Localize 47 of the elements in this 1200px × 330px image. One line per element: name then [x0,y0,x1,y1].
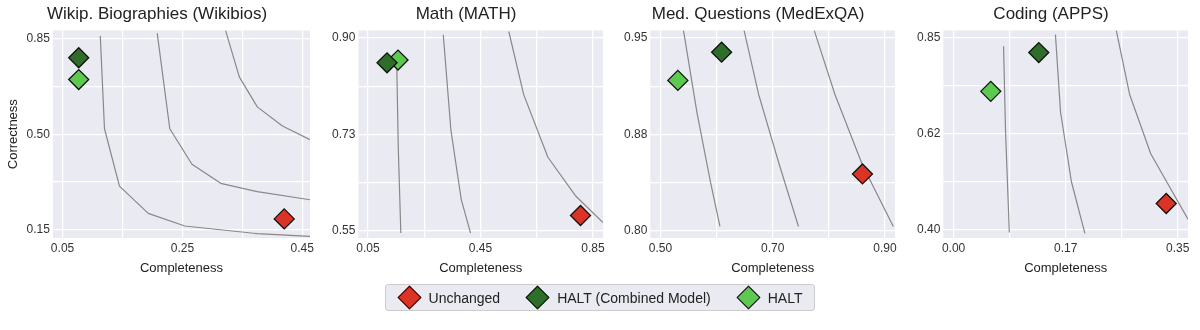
x-axis-title: Completeness [1024,259,1108,275]
point [980,80,1002,103]
legend-label: Unchanged [428,289,501,306]
x-axis-title: Completeness [731,259,816,275]
x-tick-label: 0.35 [1166,240,1190,255]
y-tick-label: 0.62 [916,126,941,141]
x-tick-label: 0.25 [170,240,195,255]
x-tick-label: 0.50 [649,240,673,255]
x-axis-title: Completeness [438,259,523,275]
x-tick-label: 0.00 [941,240,966,255]
y-tick-label: 0.88 [624,126,648,141]
point [273,208,295,230]
y-tick-label: 0.50 [26,126,51,141]
x-tick-label: 0.05 [50,240,75,255]
y-tick-label: 0.90 [331,30,356,45]
point [1028,41,1050,64]
chart-title: Coding (APPS) [993,3,1109,23]
x-tick-label: 0.70 [761,240,785,255]
y-tick-label: 0.80 [624,222,648,237]
x-tick-label: 0.45 [290,240,315,255]
chart-title: Math (MATH) [415,3,517,23]
y-tick-label: 0.85 [916,30,941,45]
point [569,204,591,227]
point [711,41,733,63]
y-tick-label: 0.40 [916,222,941,237]
chart-title: Wikip. Biographies (Wikibios) [46,3,268,23]
y-tick-label: 0.73 [331,126,356,141]
y-tick-label: 0.85 [26,30,51,45]
point [68,68,90,91]
x-tick-label: 0.90 [873,240,898,255]
point [1155,192,1177,215]
x-axis-title: Completeness [139,259,224,275]
legend-label: HALT [767,289,803,306]
point [376,52,398,74]
y-axis-title: Correctness [5,98,21,170]
point [68,47,90,69]
x-tick-label: 0.05 [355,240,380,255]
x-tick-label: 0.45 [468,240,493,255]
point [667,69,689,92]
x-tick-label: 0.17 [1053,240,1078,255]
y-tick-label: 0.15 [26,222,51,237]
chart-title: Med. Questions (MedExQA) [652,3,865,23]
x-tick-label: 0.85 [580,240,605,255]
point [852,163,874,185]
y-tick-label: 0.95 [624,30,648,45]
y-tick-label: 0.55 [331,222,356,237]
legend-label: HALT (Combined Model) [557,289,711,306]
